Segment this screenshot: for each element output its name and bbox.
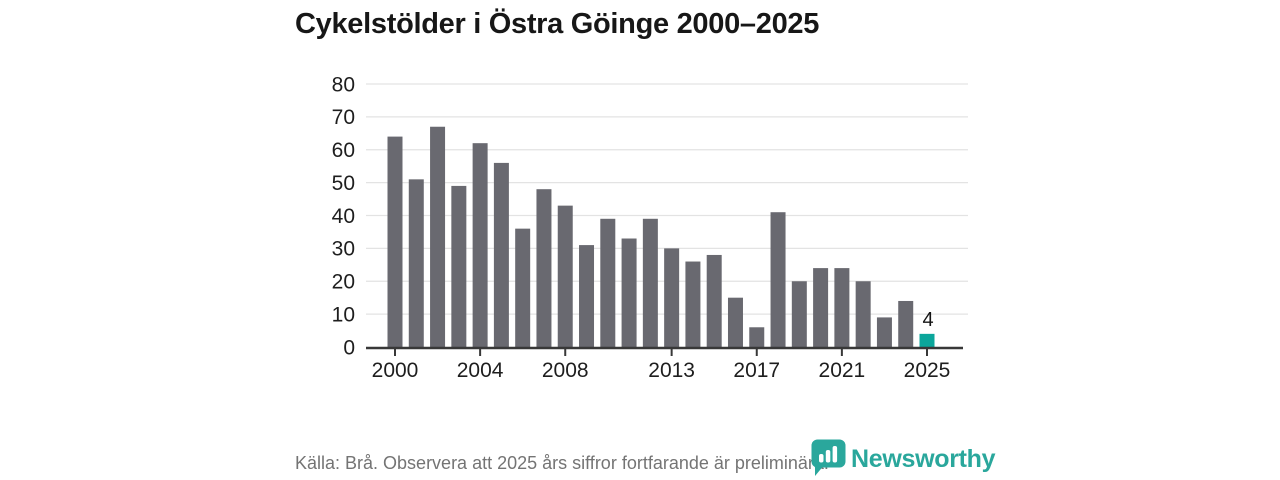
y-axis-tick-label: 50	[332, 172, 355, 195]
bar-2017	[749, 327, 765, 347]
bar-2025	[919, 333, 935, 347]
bar-2013	[664, 248, 680, 347]
x-axis-tick-label: 2004	[457, 359, 504, 382]
bar-2005	[493, 162, 509, 347]
bar-value-label: 4	[922, 309, 933, 331]
y-axis-tick-label: 40	[332, 205, 355, 228]
y-axis-tick-label: 10	[332, 303, 355, 326]
bar-2008	[557, 205, 573, 347]
bar-2015	[706, 254, 722, 347]
bar-2016	[727, 297, 743, 347]
x-axis-tick-label: 2013	[648, 359, 695, 382]
bar-2001	[408, 179, 424, 347]
x-axis-tick-label: 2021	[819, 359, 866, 382]
bar-chart: 0 10 20 30 40 50 60 70 80 2000 2004 2008 2013 2017 202…	[332, 73, 968, 382]
bar-2021	[834, 268, 850, 347]
newsworthy-logo-icon	[811, 439, 846, 476]
bar-2014	[685, 261, 701, 347]
y-axis-tick-label: 30	[332, 238, 355, 261]
x-axis-tick-label: 2008	[542, 359, 589, 382]
y-axis-tick-label: 0	[343, 336, 355, 359]
bar-2019	[791, 281, 807, 347]
x-axis-tick-label: 2025	[904, 359, 951, 382]
bar-2020	[813, 268, 829, 347]
bar-2002	[430, 126, 446, 347]
bar-2024	[898, 300, 914, 347]
bar-2012	[642, 218, 658, 347]
bar-2023	[876, 317, 892, 347]
brand-name: Newsworthy	[851, 444, 996, 473]
brand-logo: Newsworthy	[811, 439, 996, 477]
chart-title: Cykelstölder i Östra Göinge 2000–2025	[295, 8, 820, 40]
y-axis-tick-label: 20	[332, 271, 355, 294]
bar-2022	[855, 281, 871, 347]
bar-2010	[600, 218, 616, 347]
bar-2003	[451, 185, 467, 347]
bar-2007	[536, 189, 552, 347]
y-axis-tick-label: 80	[332, 73, 355, 96]
bar-2006	[515, 228, 531, 347]
bar-2018	[770, 212, 786, 347]
x-axis-tick-label: 2017	[733, 359, 780, 382]
bar-2011	[621, 238, 637, 347]
bar-2000	[387, 136, 403, 347]
x-axis-tick-label: 2000	[372, 359, 419, 382]
source-note: Källa: Brå. Observera att 2025 års siffr…	[295, 453, 829, 473]
bar-2004	[472, 143, 488, 347]
y-axis-tick-label: 70	[332, 106, 355, 129]
y-axis-tick-label: 60	[332, 139, 355, 162]
bar-2009	[579, 245, 595, 347]
